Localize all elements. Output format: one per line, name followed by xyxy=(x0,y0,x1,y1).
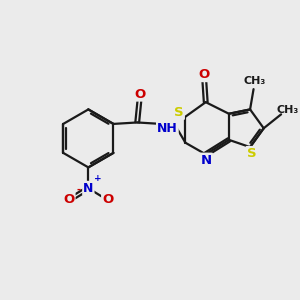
Text: O: O xyxy=(63,193,74,206)
Text: N: N xyxy=(201,154,212,166)
Text: S: S xyxy=(174,106,184,119)
Text: O: O xyxy=(134,88,145,100)
Text: S: S xyxy=(247,147,256,160)
Text: N: N xyxy=(83,182,94,195)
Text: CH₃: CH₃ xyxy=(276,105,298,115)
Text: NH: NH xyxy=(157,122,178,135)
Text: O: O xyxy=(102,193,113,206)
Text: O: O xyxy=(199,68,210,81)
Text: CH₃: CH₃ xyxy=(243,76,265,86)
Text: +: + xyxy=(94,174,101,183)
Text: -: - xyxy=(76,185,80,195)
